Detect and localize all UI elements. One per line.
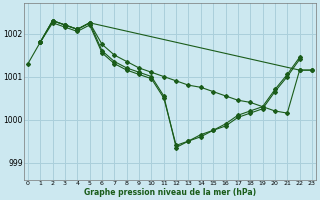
X-axis label: Graphe pression niveau de la mer (hPa): Graphe pression niveau de la mer (hPa) [84, 188, 256, 197]
